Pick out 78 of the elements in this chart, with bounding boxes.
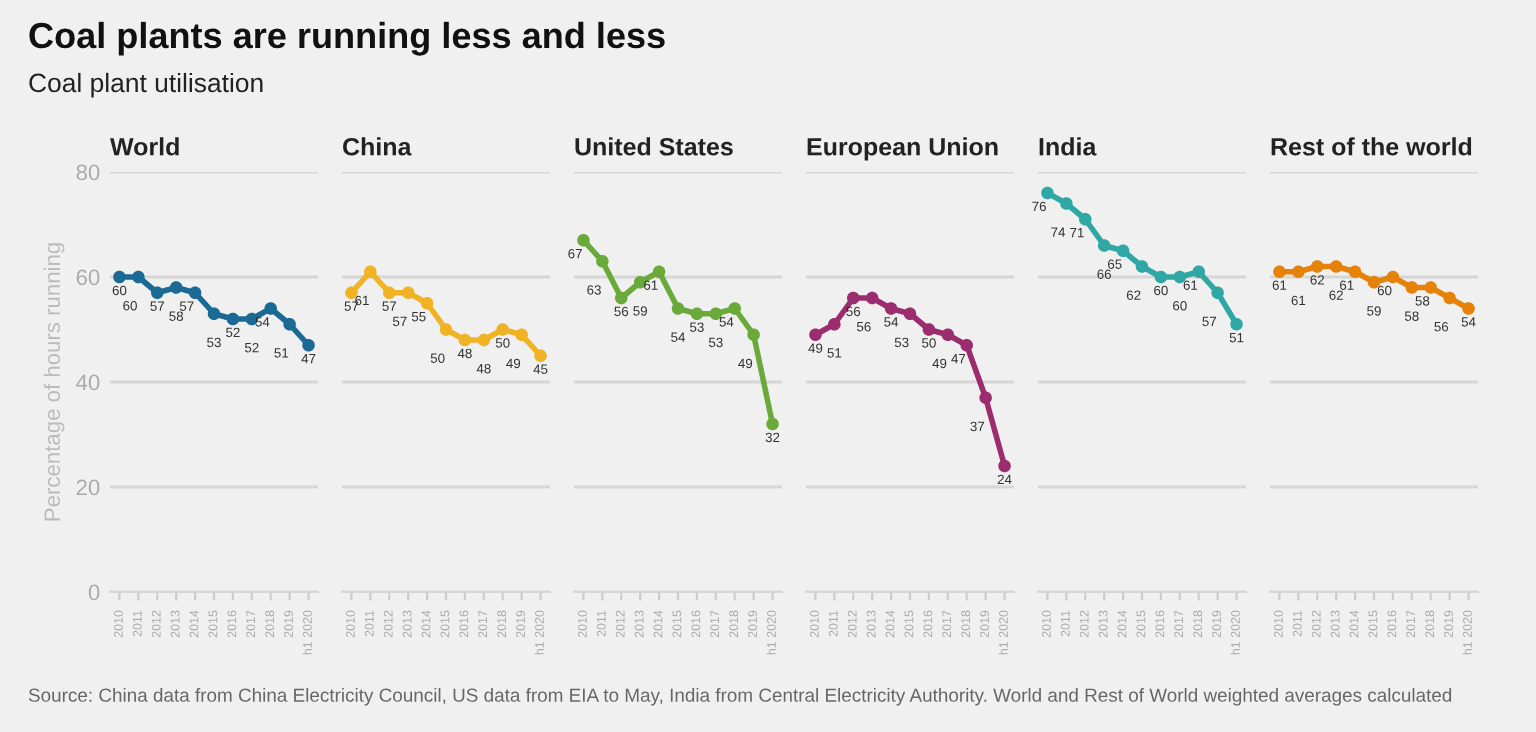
point <box>766 417 779 431</box>
point <box>941 328 955 341</box>
chart-title: United States <box>575 137 733 156</box>
chart-title: World <box>110 137 179 156</box>
point <box>1348 265 1362 278</box>
point <box>420 297 434 310</box>
point <box>809 328 822 341</box>
point <box>960 339 973 352</box>
y-tick-label: 40 <box>76 374 100 391</box>
y-tick-label: 60 <box>76 269 100 286</box>
point <box>828 318 841 331</box>
point <box>1060 197 1073 210</box>
point <box>1405 281 1419 294</box>
y-tick-label: 0 <box>88 584 100 601</box>
point <box>226 312 240 326</box>
text: Coal plants are running less and less <box>29 21 665 56</box>
point <box>596 255 609 268</box>
point <box>458 333 472 347</box>
point <box>1273 265 1286 278</box>
point <box>515 328 528 341</box>
chart-title: China <box>343 137 412 156</box>
point <box>922 323 936 336</box>
point <box>652 265 666 278</box>
point <box>496 323 509 336</box>
y-tick-label: 20 <box>76 479 100 496</box>
point <box>113 270 126 284</box>
point <box>728 302 741 315</box>
point <box>1367 276 1381 289</box>
point <box>865 291 879 305</box>
point <box>1424 281 1437 294</box>
chart-title: Rest of the world <box>1271 137 1472 156</box>
chart-title: India <box>1039 137 1097 156</box>
point <box>1386 270 1400 284</box>
point <box>169 281 183 294</box>
point <box>345 286 358 299</box>
point <box>283 318 296 331</box>
point <box>534 349 547 362</box>
point <box>671 302 685 315</box>
point <box>439 323 453 336</box>
point <box>302 339 315 352</box>
point <box>1192 265 1205 278</box>
source-note: Source: China data from China Electricity Council, US data from EIA to May, India from Central Electricity Authority. World and Rest of World weighted averages calculated <box>28 688 1452 706</box>
point <box>903 307 917 320</box>
y-tick-label: 80 <box>76 164 100 181</box>
point <box>364 265 377 278</box>
point <box>709 307 723 320</box>
chart-title: European Union <box>807 137 998 161</box>
point <box>847 291 860 305</box>
point <box>1211 286 1224 299</box>
point <box>1230 318 1243 331</box>
point <box>477 333 491 347</box>
point <box>151 286 164 299</box>
point <box>1116 244 1130 257</box>
chart-subtitle: Coal plant utilisation <box>29 72 263 98</box>
point <box>1097 239 1111 252</box>
point <box>1443 291 1456 305</box>
point <box>132 270 145 284</box>
point <box>979 391 992 404</box>
point <box>1154 270 1168 284</box>
point <box>577 234 590 247</box>
point <box>1329 260 1343 273</box>
point <box>1311 260 1324 273</box>
point <box>1079 213 1092 226</box>
point <box>383 286 396 299</box>
point <box>690 307 704 320</box>
point <box>884 302 898 315</box>
point <box>188 286 202 299</box>
point <box>1173 270 1187 284</box>
point <box>264 302 277 315</box>
point <box>1292 265 1305 278</box>
point <box>1462 302 1475 315</box>
point <box>1041 186 1054 200</box>
point <box>615 291 628 305</box>
point <box>747 328 760 341</box>
point <box>401 286 415 299</box>
point <box>207 307 221 320</box>
point <box>1135 260 1149 273</box>
point <box>998 459 1011 473</box>
